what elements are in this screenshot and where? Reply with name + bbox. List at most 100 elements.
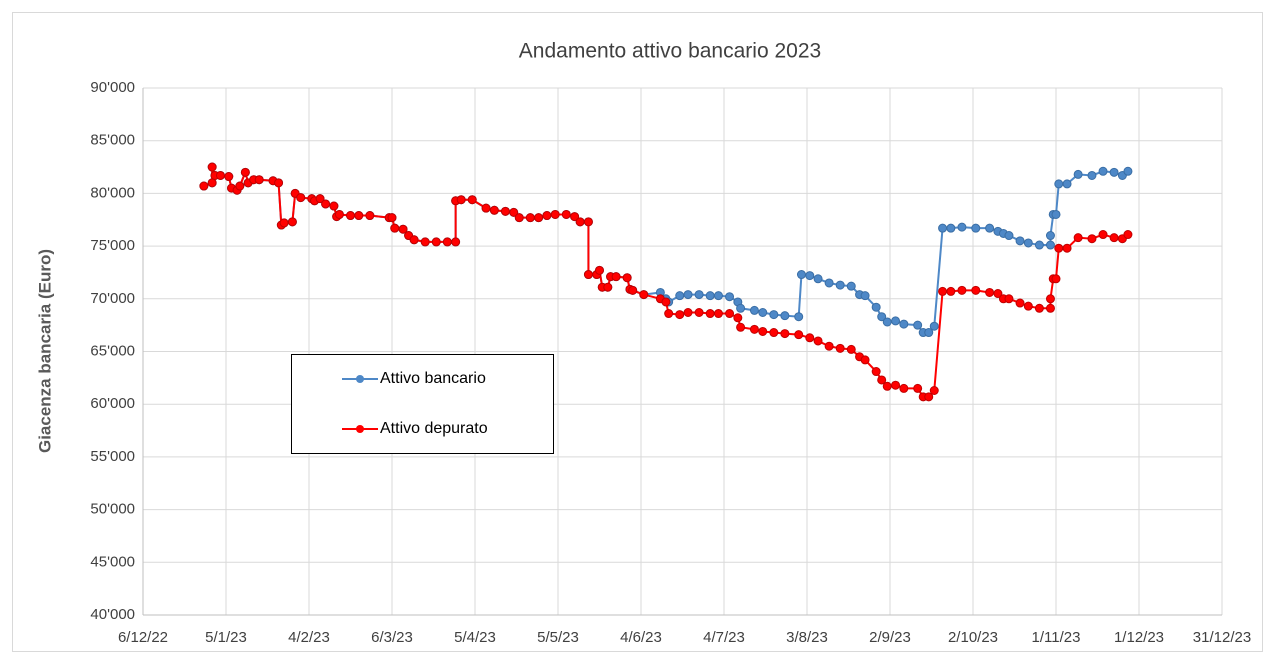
- chart-title: Andamento attivo bancario 2023: [519, 40, 821, 63]
- data-point: [334, 209, 344, 219]
- y-tick-label: 75'000: [90, 237, 135, 254]
- data-point: [796, 270, 806, 280]
- data-point: [1062, 243, 1072, 253]
- data-point: [705, 309, 715, 319]
- data-point: [736, 322, 746, 332]
- data-point: [1051, 209, 1061, 219]
- data-point: [1087, 170, 1097, 180]
- data-point: [456, 195, 466, 205]
- legend-box: [291, 354, 554, 454]
- data-point: [639, 290, 649, 300]
- data-point: [929, 385, 939, 395]
- data-point: [207, 178, 217, 188]
- data-point: [431, 237, 441, 247]
- data-point: [736, 303, 746, 313]
- y-axis-label: Giacenza bancaria (Euro): [35, 249, 54, 453]
- data-point: [929, 321, 939, 331]
- data-point: [1123, 230, 1133, 240]
- data-point: [733, 313, 743, 323]
- y-tick-label: 70'000: [90, 290, 135, 307]
- data-point: [224, 172, 234, 182]
- data-point: [675, 291, 685, 301]
- legend-marker: [356, 375, 364, 383]
- data-point: [575, 217, 585, 227]
- data-point: [683, 290, 693, 300]
- legend-label: Attivo bancario: [380, 370, 486, 387]
- data-point: [675, 310, 685, 320]
- data-point: [805, 271, 815, 281]
- data-point: [215, 170, 225, 180]
- data-point: [550, 209, 560, 219]
- grid: 40'000 45'000 50'000 55'000 60'000 65'000 70'0…: [90, 79, 1251, 646]
- data-point: [794, 330, 804, 340]
- data-point: [713, 291, 723, 301]
- data-point: [315, 194, 325, 204]
- data-point: [451, 237, 461, 247]
- x-tick-label: 2/10/23: [948, 629, 998, 646]
- data-point: [924, 392, 934, 402]
- y-tick-label: 50'000: [90, 501, 135, 518]
- y-tick-label: 85'000: [90, 132, 135, 149]
- data-point: [387, 213, 397, 223]
- data-point: [899, 383, 909, 393]
- data-point: [824, 278, 834, 288]
- x-tick-label: 5/4/23: [454, 629, 496, 646]
- data-point: [891, 316, 901, 326]
- data-point: [240, 167, 250, 177]
- data-point: [971, 223, 981, 233]
- data-point: [622, 273, 632, 283]
- data-point: [835, 280, 845, 290]
- data-point: [794, 312, 804, 322]
- x-tick-label: 1/12/23: [1114, 629, 1164, 646]
- data-point: [899, 319, 909, 329]
- data-point: [871, 367, 881, 377]
- data-point: [514, 213, 524, 223]
- y-tick-label: 60'000: [90, 395, 135, 412]
- data-point: [891, 380, 901, 390]
- data-point: [398, 224, 408, 234]
- data-point: [583, 217, 593, 227]
- data-point: [1023, 301, 1033, 311]
- x-tick-label: 2/9/23: [869, 629, 911, 646]
- data-point: [1004, 231, 1014, 241]
- data-point: [694, 308, 704, 318]
- y-tick-label: 45'000: [90, 553, 135, 570]
- data-point: [279, 218, 289, 228]
- data-point: [882, 317, 892, 327]
- data-point: [985, 223, 995, 233]
- data-point: [442, 237, 452, 247]
- data-point: [489, 205, 499, 215]
- data-point: [1098, 230, 1108, 240]
- x-tick-label: 1/11/23: [1032, 629, 1081, 646]
- data-point: [725, 309, 735, 319]
- data-point: [595, 265, 604, 275]
- data-point: [254, 175, 264, 185]
- data-point: [683, 308, 693, 318]
- series-group: [199, 162, 1133, 402]
- data-point: [1073, 233, 1083, 243]
- data-point: [1015, 236, 1025, 246]
- data-point: [603, 282, 613, 292]
- y-tick-label: 80'000: [90, 184, 135, 201]
- data-point: [287, 217, 297, 227]
- x-tick-label: 4/2/23: [288, 629, 330, 646]
- data-point: [938, 223, 948, 233]
- data-point: [1004, 294, 1014, 304]
- y-tick-label: 90'000: [90, 79, 135, 96]
- data-point: [938, 286, 948, 296]
- data-point: [1087, 234, 1097, 244]
- x-tick-label: 5/5/23: [537, 629, 579, 646]
- legend-label: Attivo depurato: [380, 420, 488, 437]
- data-point: [946, 286, 956, 296]
- data-point: [274, 178, 284, 188]
- data-point: [1034, 303, 1044, 313]
- data-point: [993, 289, 1003, 299]
- data-point: [1015, 298, 1025, 308]
- data-point: [824, 341, 834, 351]
- data-point: [1109, 167, 1119, 177]
- data-point: [628, 285, 638, 295]
- legend-marker: [356, 425, 364, 433]
- x-tick-label: 4/7/23: [703, 629, 745, 646]
- data-point: [1054, 179, 1064, 189]
